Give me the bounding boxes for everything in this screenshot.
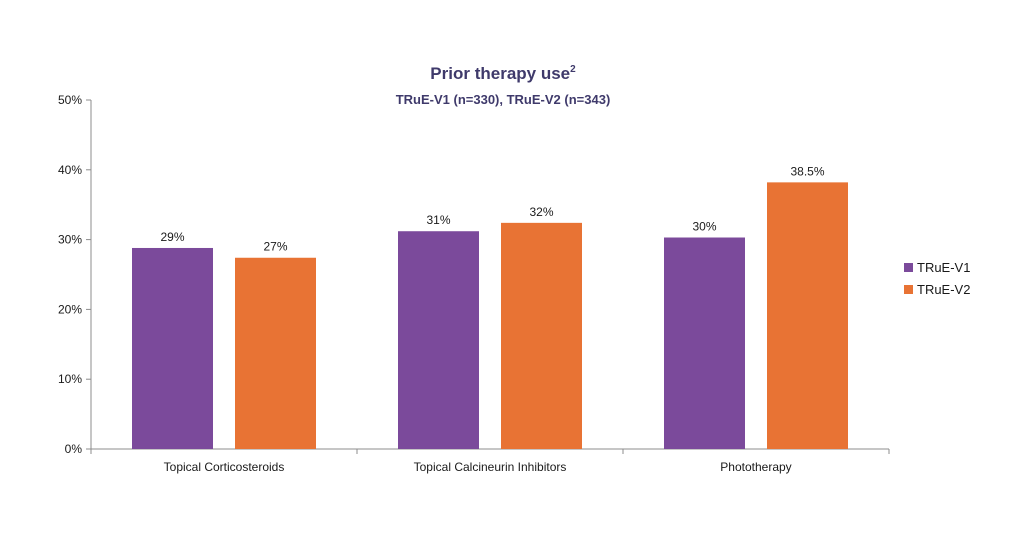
legend-swatch bbox=[904, 285, 913, 294]
data-label: 29% bbox=[160, 230, 184, 244]
chart-title-superscript: 2 bbox=[570, 64, 576, 75]
y-tick-label: 30% bbox=[58, 233, 82, 247]
x-tick-label: Topical Calcineurin Inhibitors bbox=[414, 460, 567, 474]
data-label: 27% bbox=[263, 240, 287, 254]
y-tick-label: 10% bbox=[58, 372, 82, 386]
chart-subtitle: TRuE-V1 (n=330), TRuE-V2 (n=343) bbox=[396, 92, 611, 107]
axes-group: 0% 10% 20% 30% 40% 50% Topical Corticosteroids… bbox=[58, 93, 890, 474]
chart-title: Prior therapy use2 bbox=[430, 64, 576, 83]
legend-swatch bbox=[904, 263, 913, 272]
x-tick-label: Phototherapy bbox=[720, 460, 791, 474]
legend-label: TRuE-V2 bbox=[917, 282, 970, 297]
bar-true-v1 bbox=[132, 247, 213, 449]
legend-label: TRuE-V1 bbox=[917, 260, 970, 275]
data-label: 30% bbox=[692, 220, 716, 234]
chart-title-text: Prior therapy use bbox=[430, 64, 570, 83]
data-label: 38.5% bbox=[790, 164, 824, 178]
bars-group: 29% 27% 31% 32% 30% 38.5% bbox=[132, 164, 848, 449]
data-label: 32% bbox=[529, 205, 553, 219]
y-tick-label: 20% bbox=[58, 302, 82, 316]
y-tick-label: 50% bbox=[58, 93, 82, 107]
x-tick-label: Topical Corticosteroids bbox=[164, 460, 285, 474]
data-label: 31% bbox=[426, 213, 450, 227]
bar-true-v2 bbox=[767, 182, 848, 449]
bar-true-v2 bbox=[235, 257, 316, 449]
legend: TRuE-V1 TRuE-V2 bbox=[904, 260, 970, 297]
y-tick-label: 0% bbox=[65, 442, 83, 456]
bar-true-v1 bbox=[664, 237, 745, 449]
y-tick-label: 40% bbox=[58, 163, 82, 177]
bar-true-v1 bbox=[398, 231, 479, 449]
bar-true-v2 bbox=[501, 222, 582, 449]
